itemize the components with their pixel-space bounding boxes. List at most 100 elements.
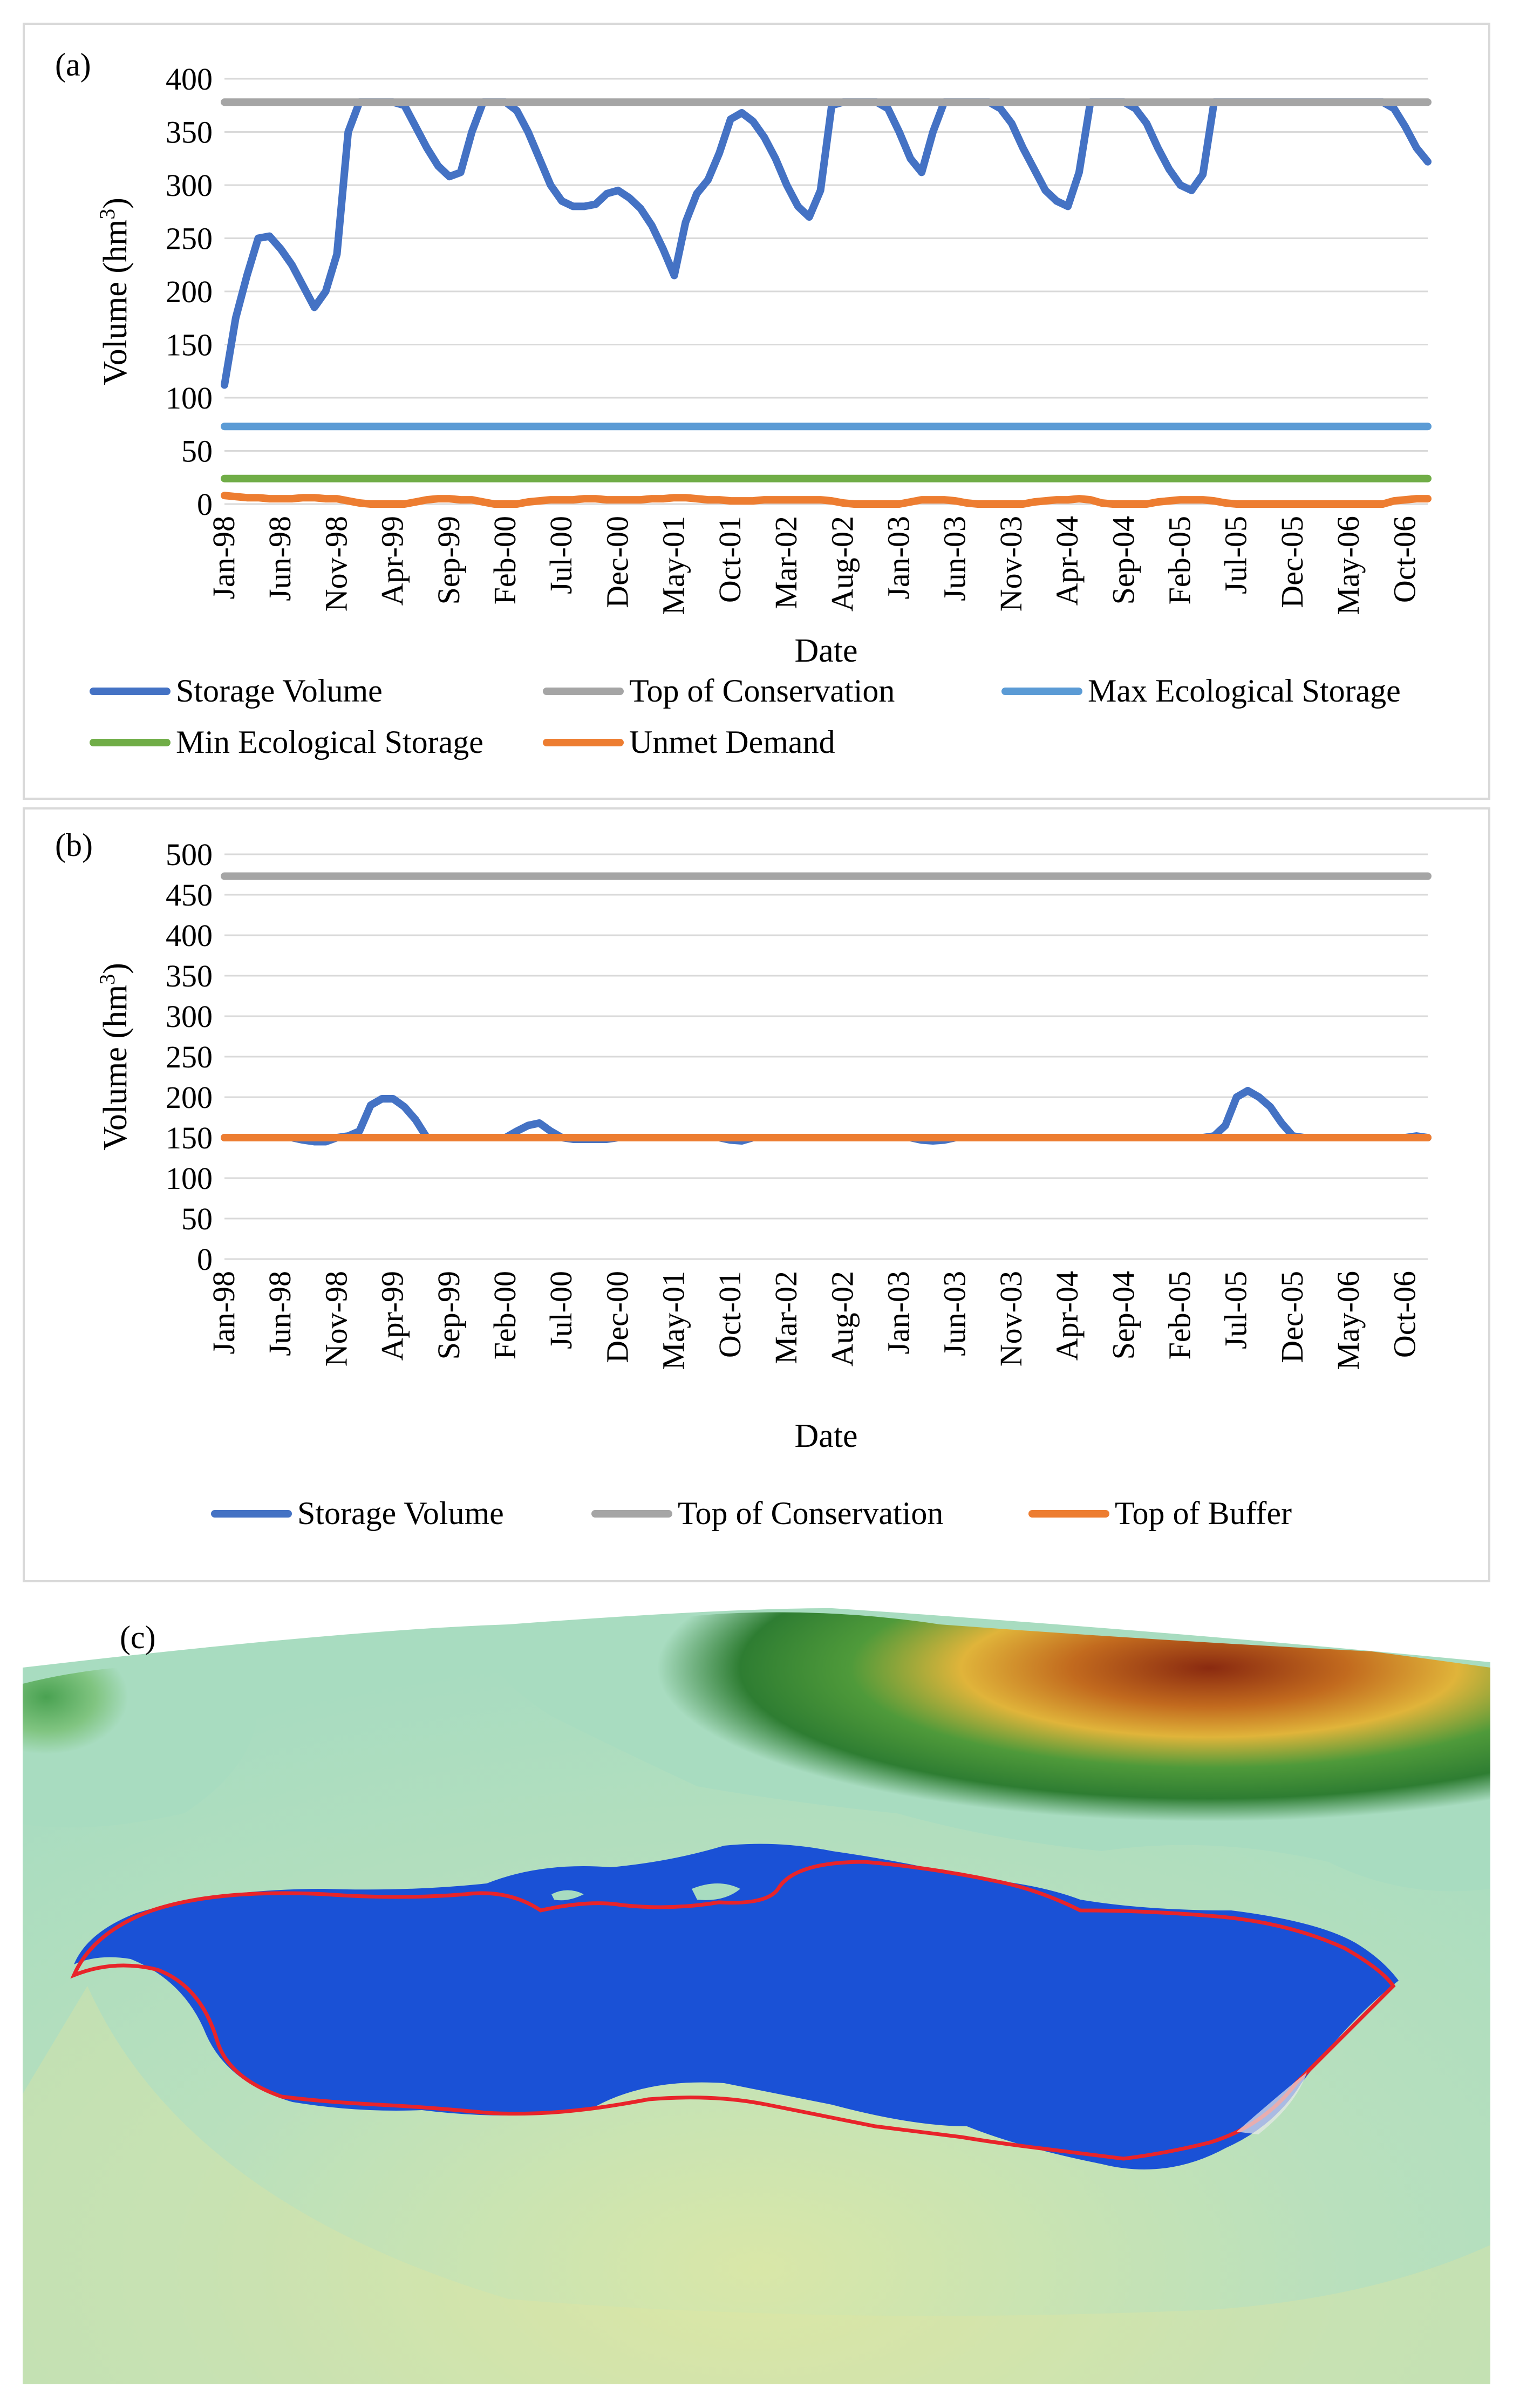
x-tick-label: Jan-03 xyxy=(881,516,916,600)
x-tick-label: Dec-05 xyxy=(1275,516,1310,608)
mountain-terrain xyxy=(487,1612,1490,1892)
reservoir-outline xyxy=(70,1860,1396,2161)
panel-a-label: (a) xyxy=(55,47,91,83)
x-tick-label: Jan-98 xyxy=(206,1271,241,1355)
x-tick-label: Jul-05 xyxy=(1218,516,1253,594)
legend-item-unmet-demand: Unmet Demand xyxy=(543,724,835,761)
x-tick-label: Oct-01 xyxy=(712,516,747,603)
x-tick-label: Dec-00 xyxy=(599,516,635,608)
legend-swatch xyxy=(543,738,624,746)
x-tick-label: Dec-05 xyxy=(1275,1271,1310,1363)
southern-hills xyxy=(23,1986,1490,2384)
legend-label: Max Ecological Storage xyxy=(1088,673,1401,709)
x-tick-label: Jun-98 xyxy=(262,1271,297,1356)
x-tick-label: May-01 xyxy=(656,1271,691,1370)
x-axis-label: Date xyxy=(794,632,857,669)
y-tick-label: 0 xyxy=(197,487,213,522)
legend-item-storage-volume: Storage Volume xyxy=(211,1495,504,1532)
legend-swatch xyxy=(90,738,171,746)
x-tick-label: Apr-04 xyxy=(1049,1271,1085,1361)
y-tick-label: 350 xyxy=(166,115,213,150)
legend-item-min-ecological-storage: Min Ecological Storage xyxy=(90,724,483,761)
y-axis-label: Volume (hm3) xyxy=(95,198,134,385)
legend-swatch xyxy=(591,1509,672,1518)
panel-a-chart: 0 50 100 150 200 250 300 350 400 Jan-98 Jun-98 Nov-… xyxy=(95,62,1432,669)
x-tick-label: Jun-03 xyxy=(937,1271,972,1356)
legend-item-storage-volume: Storage Volume xyxy=(90,672,383,710)
x-tick-label: Nov-03 xyxy=(993,1271,1028,1366)
x-tick-label: Aug-02 xyxy=(824,516,860,611)
x-tick-label: Feb-05 xyxy=(1162,1271,1197,1359)
x-tick-label: Jul-05 xyxy=(1218,1271,1253,1349)
x-tick-label: Nov-98 xyxy=(318,516,353,611)
legend-label: Top of Conservation xyxy=(678,1495,944,1531)
x-tick-label: Apr-99 xyxy=(375,1271,410,1361)
x-tick-label: Sep-99 xyxy=(431,1271,466,1359)
x-tick-label: Jun-03 xyxy=(937,516,972,601)
x-tick-label: Aug-02 xyxy=(824,1271,860,1366)
y-tick-label: 250 xyxy=(166,221,213,256)
legend-item-top-of-conservation: Top of Conservation xyxy=(591,1495,943,1532)
y-tick-label: 300 xyxy=(166,999,213,1034)
x-tick-label: Jun-98 xyxy=(262,516,297,601)
y-tick-label: 350 xyxy=(166,958,213,994)
series-line-storage-volume xyxy=(221,98,1432,389)
x-tick-label: Apr-04 xyxy=(1049,516,1085,606)
legend-label: Min Ecological Storage xyxy=(176,724,483,760)
legend-item-max-ecological-storage: Max Ecological Storage xyxy=(1001,672,1401,710)
y-tick-label: 100 xyxy=(166,1161,213,1196)
x-tick-label: May-06 xyxy=(1331,1271,1366,1370)
x-tick-label: Feb-00 xyxy=(487,516,522,604)
y-axis-label: Volume (hm3) xyxy=(95,963,134,1151)
island xyxy=(692,1883,740,1900)
x-tick-label: Mar-02 xyxy=(768,516,803,609)
y-tick-label: 450 xyxy=(166,878,213,913)
y-tick-label: 400 xyxy=(166,62,213,97)
shore-speckle xyxy=(1237,2072,1307,2134)
x-tick-label: Nov-03 xyxy=(993,516,1028,611)
legend-label: Unmet Demand xyxy=(629,724,835,760)
legend-item-top-of-conservation: Top of Conservation xyxy=(543,672,895,710)
x-tick-label: Sep-04 xyxy=(1106,1271,1141,1359)
legend-label: Storage Volume xyxy=(176,673,383,709)
x-tick-label: Nov-98 xyxy=(318,1271,353,1366)
y-tick-label: 250 xyxy=(166,1039,213,1074)
panel-b-label: (b) xyxy=(55,827,93,863)
panel-b-frame: (b) 0 50 100 150 200 250 300 350 400 450 500 Jan-98… xyxy=(23,807,1490,1582)
legend-swatch xyxy=(543,687,624,695)
x-tick-label: Oct-06 xyxy=(1387,516,1422,603)
legend-swatch xyxy=(90,687,171,695)
island xyxy=(551,1890,584,1901)
x-tick-label: Jul-00 xyxy=(543,516,578,594)
x-tick-label: Apr-99 xyxy=(375,516,410,606)
x-tick-label: Mar-02 xyxy=(768,1271,803,1364)
west-hills xyxy=(23,1664,257,1828)
panel-a-frame: (a) 0 50 100 150 200 250 300 350 400 Jan-98 Jun-98… xyxy=(23,23,1490,800)
x-tick-label: Sep-04 xyxy=(1106,516,1141,604)
x-tick-label: Sep-99 xyxy=(431,516,466,604)
x-tick-label: May-01 xyxy=(656,516,691,615)
y-tick-label: 50 xyxy=(181,434,213,469)
x-tick-label: Oct-06 xyxy=(1387,1271,1422,1358)
x-tick-label: May-06 xyxy=(1331,516,1366,615)
legend-label: Storage Volume xyxy=(297,1495,504,1531)
panel-b-chart: 0 50 100 150 200 250 300 350 400 450 500 Jan-98 Jun-… xyxy=(95,837,1432,1454)
y-tick-label: 500 xyxy=(166,837,213,872)
legend-item-top-of-buffer: Top of Buffer xyxy=(1028,1495,1292,1532)
legend-label: Top of Buffer xyxy=(1115,1495,1292,1531)
legend-swatch xyxy=(211,1509,292,1518)
y-tick-label: 150 xyxy=(166,328,213,363)
series-line-unmet-demand xyxy=(221,492,1432,508)
legend-label: Top of Conservation xyxy=(629,673,895,709)
panel-c-label: (c) xyxy=(120,1620,156,1655)
y-tick-label: 300 xyxy=(166,168,213,203)
y-tick-label: 200 xyxy=(166,1080,213,1115)
terrain-map xyxy=(23,1608,1490,2384)
x-axis-label: Date xyxy=(794,1418,857,1454)
legend-swatch xyxy=(1028,1509,1109,1518)
x-tick-label: Feb-00 xyxy=(487,1271,522,1359)
y-tick-label: 50 xyxy=(181,1201,213,1236)
panel-c-map: (c) xyxy=(23,1608,1490,2384)
legend-swatch xyxy=(1001,687,1082,695)
y-tick-label: 100 xyxy=(166,380,213,416)
